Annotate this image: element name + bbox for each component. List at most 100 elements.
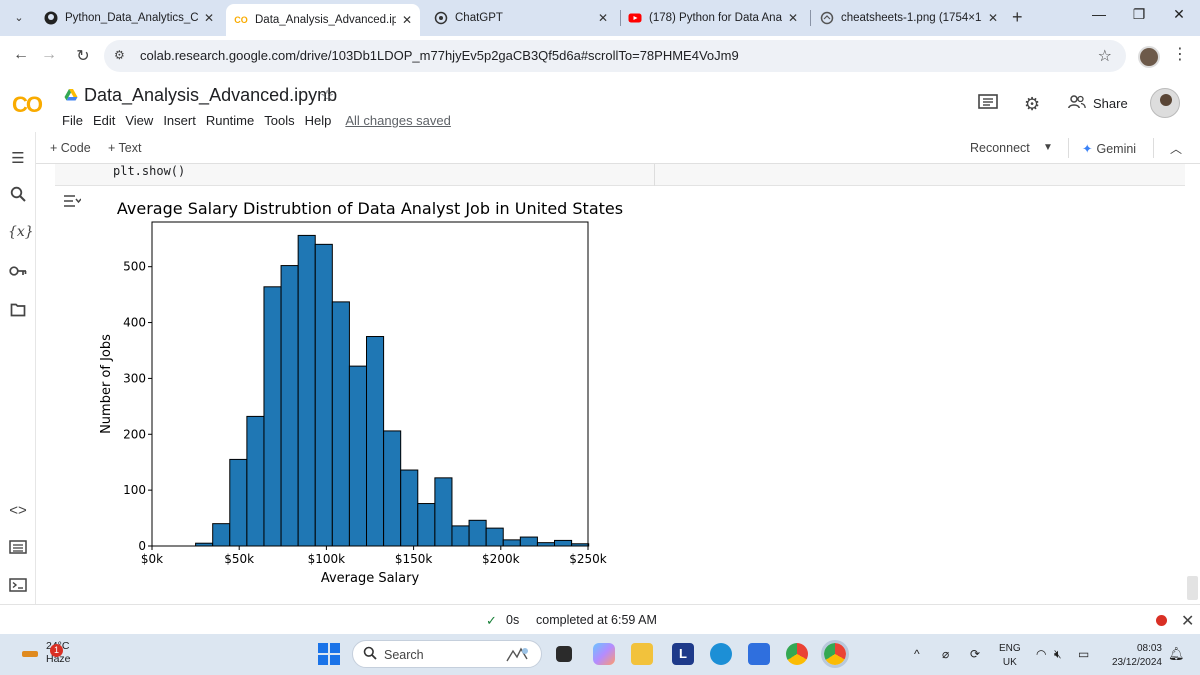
windows-taskbar: 1 24°C Haze Search L ^ ⌀ ⟳ ENG UK ◠ 🔇︎ ▭… (0, 634, 1200, 675)
menu-bar: File Edit View Insert Runtime Tools Help… (62, 113, 451, 128)
gemini-button[interactable]: ✦ Gemini (1082, 141, 1136, 156)
output-toggle-icon[interactable] (63, 194, 82, 211)
code-snippets-icon[interactable]: <> (9, 502, 27, 519)
x-tick-label: $50k (224, 552, 254, 566)
language-indicator[interactable]: ENG UK (999, 642, 1021, 670)
chevron-up-icon[interactable]: ︿ (1170, 142, 1183, 156)
wifi-icon[interactable]: ◠ (1036, 647, 1047, 661)
file-explorer-icon[interactable] (631, 643, 653, 665)
site-settings-icon[interactable]: ⚙ (114, 48, 125, 62)
variables-icon[interactable]: {x} (8, 224, 34, 240)
microsoft-store-icon[interactable] (748, 643, 770, 665)
reconnect-button[interactable]: Reconnect (970, 141, 1030, 155)
histogram-bar (485, 527, 504, 547)
x-tick-label: $200k (482, 552, 520, 566)
tab-label: (178) Python for Data Analyt (649, 12, 782, 24)
minimize-icon[interactable]: — (1092, 6, 1106, 22)
menu-insert[interactable]: Insert (163, 113, 196, 128)
system-clock[interactable]: 08:03 23/12/2024 (1106, 642, 1162, 670)
menu-tools[interactable]: Tools (264, 113, 295, 128)
volume-muted-icon[interactable]: 🔇︎ (1054, 647, 1062, 661)
colab-logo[interactable]: CO (12, 92, 43, 117)
notification-bell-icon[interactable]: 🔔︎ (1168, 646, 1185, 661)
menu-edit[interactable]: Edit (92, 113, 116, 128)
add-code-button[interactable]: + Code (50, 141, 91, 155)
edge-browser-icon[interactable] (710, 643, 732, 665)
restore-icon[interactable]: ❐ (1132, 6, 1146, 22)
table-of-contents-icon[interactable]: ☰ (11, 150, 25, 167)
forward-icon[interactable]: → (41, 46, 57, 63)
files-folder-icon[interactable] (8, 302, 28, 322)
tab-label: Data_Analysis_Advanced.ipynb (255, 14, 396, 26)
share-button[interactable]: Share (1068, 95, 1128, 112)
histogram-bar (263, 286, 282, 547)
notebook-title[interactable]: Data_Analysis_Advanced.ipynb (84, 85, 338, 105)
menu-view[interactable]: View (125, 113, 154, 128)
add-text-button[interactable]: + Text (108, 141, 142, 155)
search-placeholder: Search (384, 648, 424, 662)
execution-duration: 0s (506, 613, 520, 627)
close-icon[interactable]: ✕ (1181, 613, 1195, 630)
close-icon[interactable]: ✕ (987, 11, 998, 25)
secrets-key-icon[interactable] (8, 264, 28, 281)
comments-icon[interactable] (978, 94, 998, 117)
sync-icon[interactable]: ⟳ (970, 647, 981, 661)
windows-start-icon[interactable] (318, 643, 340, 665)
salary-histogram-chart: Average Salary Distrubtion of Data Analy… (99, 199, 623, 586)
tab-data-analysis-advanced[interactable]: CO Data_Analysis_Advanced.ipynb ✕ (226, 4, 420, 36)
tab-cheatsheets[interactable]: cheatsheets-1.png (1754×12 ✕ (812, 4, 1006, 32)
save-status-link[interactable]: All changes saved (345, 113, 451, 128)
histogram-bar (434, 477, 453, 547)
weather-widget[interactable]: 1 24°C Haze (20, 640, 71, 666)
colab-icon: CO (234, 15, 248, 25)
taskbar-search-box[interactable]: Search (352, 640, 542, 668)
weather-badge: 1 (50, 644, 63, 657)
tab-chatgpt[interactable]: ChatGPT ✕ (426, 4, 616, 32)
x-axis-label: Average Salary (321, 571, 420, 586)
battery-icon[interactable]: ▭ (1078, 647, 1090, 661)
terminal-icon[interactable] (8, 578, 28, 596)
chrome-icon[interactable] (786, 643, 808, 665)
y-tick-label: 200 (123, 427, 146, 441)
tab-youtube-python[interactable]: (178) Python for Data Analyt ✕ (620, 4, 806, 32)
copilot-icon[interactable] (593, 643, 615, 665)
close-icon[interactable]: ✕ (401, 13, 412, 27)
search-icon[interactable] (8, 186, 28, 206)
star-icon[interactable]: ☆ (320, 88, 335, 105)
settings-gear-icon[interactable]: ⚙ (1024, 94, 1041, 114)
back-icon[interactable]: ← (13, 46, 29, 63)
profile-avatar[interactable] (1138, 46, 1160, 68)
menu-file[interactable]: File (62, 113, 83, 128)
reload-icon[interactable]: ↻ (76, 48, 90, 65)
chevron-up-icon[interactable]: ^ (914, 647, 920, 661)
bookmark-star-icon[interactable]: ☆ (1097, 48, 1112, 65)
close-icon[interactable]: ✕ (203, 11, 214, 25)
checkmark-icon: ✓ (486, 613, 497, 628)
network-offline-icon[interactable]: ⌀ (942, 647, 950, 661)
tab-python-data-analytics[interactable]: Python_Data_Analytics_Cour ✕ (36, 4, 222, 32)
account-avatar[interactable] (1150, 88, 1180, 118)
close-icon[interactable]: ✕ (597, 11, 608, 25)
close-icon[interactable]: ✕ (787, 11, 798, 25)
command-palette-icon[interactable] (8, 540, 28, 558)
chevron-down-icon[interactable]: ▼ (1043, 142, 1053, 153)
lens-app-icon[interactable]: L (672, 643, 694, 665)
chrome-profile-icon[interactable] (821, 640, 849, 668)
histogram-bar (400, 469, 419, 547)
code-line[interactable]: plt.show() (113, 164, 186, 178)
toolbar-divider (1153, 138, 1154, 158)
menu-help[interactable]: Help (304, 113, 332, 128)
code-cell[interactable]: plt.show() (55, 164, 1185, 186)
scrollbar-thumb[interactable] (1187, 576, 1198, 600)
image-icon (820, 11, 834, 25)
tab-search-button[interactable]: ⌄ (14, 11, 24, 24)
new-tab-button[interactable]: + (1012, 7, 1023, 27)
task-view-icon[interactable] (556, 646, 572, 662)
url-text[interactable]: colab.research.google.com/drive/103Db1LD… (140, 48, 739, 63)
address-bar[interactable]: ⚙ colab.research.google.com/drive/103Db1… (104, 40, 1126, 72)
search-icon (363, 646, 377, 663)
close-window-icon[interactable]: ✕ (1173, 6, 1185, 22)
browser-menu-icon[interactable]: ⋮ (1172, 46, 1188, 63)
menu-runtime[interactable]: Runtime (205, 113, 255, 128)
histogram-bar (314, 243, 333, 547)
